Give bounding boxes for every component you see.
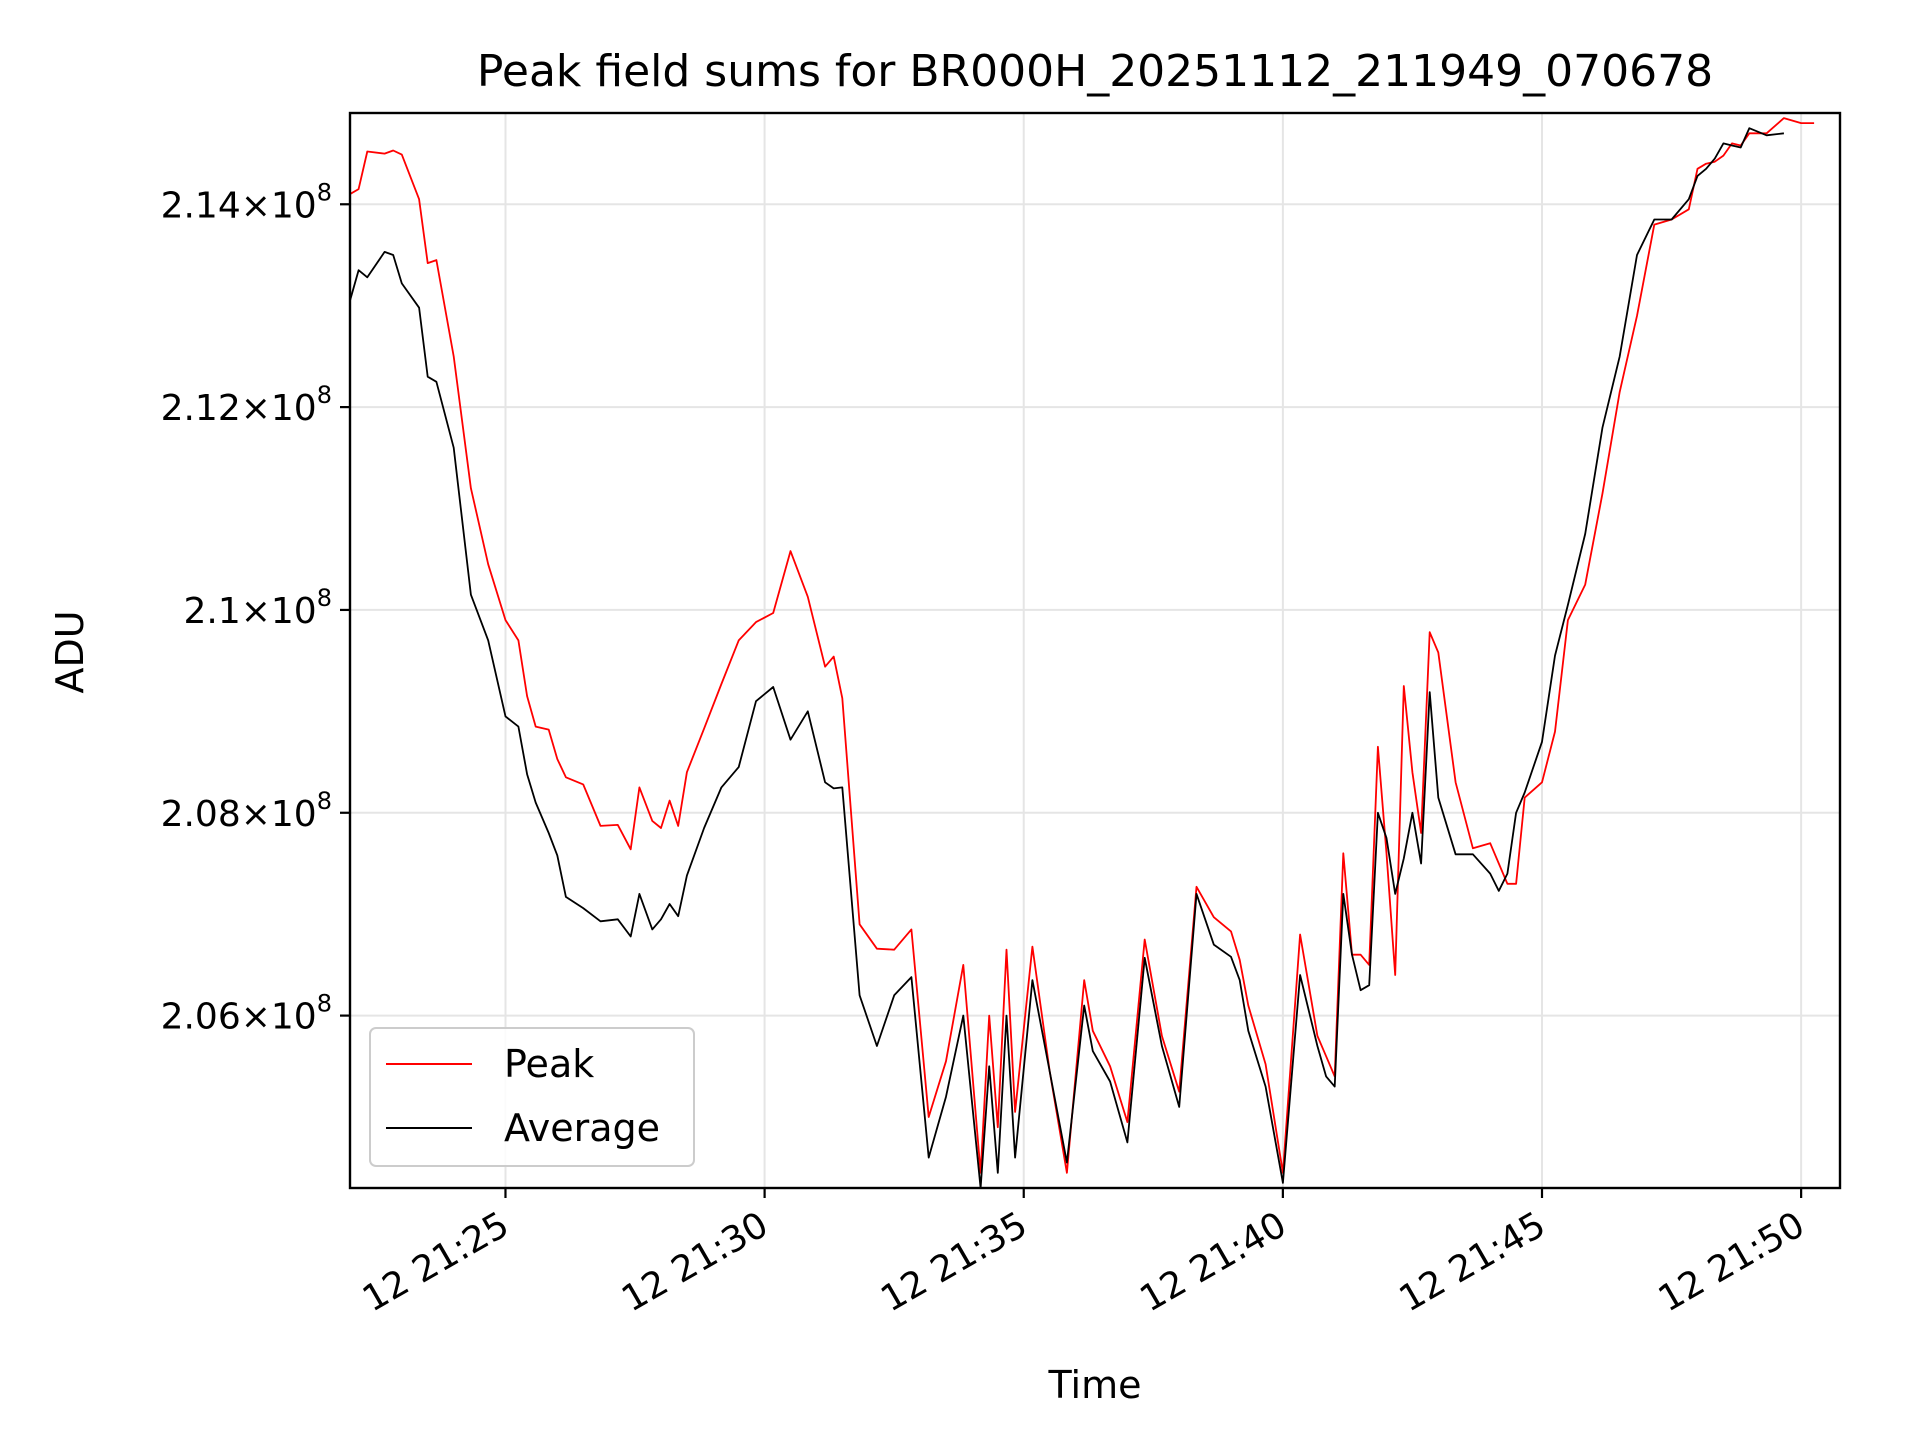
y-tick-label: 2.14×108	[161, 178, 332, 226]
y-tick-exponent: 8	[317, 990, 332, 1018]
y-tick-mantissa: 2.12	[161, 388, 241, 429]
y-tick-label: 2.08×108	[161, 787, 332, 835]
y-tick-mantissa: 2.1	[183, 591, 240, 632]
y-tick-exponent: 8	[317, 787, 332, 815]
y-tick-times: ×10	[241, 591, 317, 632]
y-tick-label: 2.12×108	[161, 381, 332, 429]
y-tick-exponent: 8	[317, 584, 332, 612]
y-tick-mantissa: 2.14	[161, 185, 241, 226]
y-tick-times: ×10	[241, 794, 317, 835]
grid-lines	[350, 113, 1840, 1188]
y-tick-label: 2.1×108	[183, 584, 332, 632]
plot-frame	[348, 111, 1842, 1190]
series-line-peak	[350, 117, 1815, 1174]
legend-box	[369, 1027, 695, 1167]
y-tick-times: ×10	[241, 388, 317, 429]
chart-title: Peak field sums for BR000H_20251112_2119…	[477, 46, 1713, 97]
legend-label-average: Average	[504, 1106, 660, 1150]
legend: Peak Average	[369, 1027, 695, 1167]
series-layer	[350, 117, 1815, 1188]
legend-label-peak: Peak	[504, 1042, 594, 1086]
y-tick-exponent: 8	[317, 381, 332, 409]
y-axis-label: ADU	[48, 610, 92, 693]
y-tick-label: 2.06×108	[161, 990, 332, 1038]
y-tick-mantissa: 2.06	[161, 997, 241, 1038]
y-tick-times: ×10	[241, 185, 317, 226]
y-tick-mantissa: 2.08	[161, 794, 241, 835]
y-tick-times: ×10	[241, 997, 317, 1038]
series-line-average	[350, 127, 1785, 1188]
x-axis-label: Time	[1048, 1363, 1142, 1407]
y-tick-exponent: 8	[317, 178, 332, 206]
